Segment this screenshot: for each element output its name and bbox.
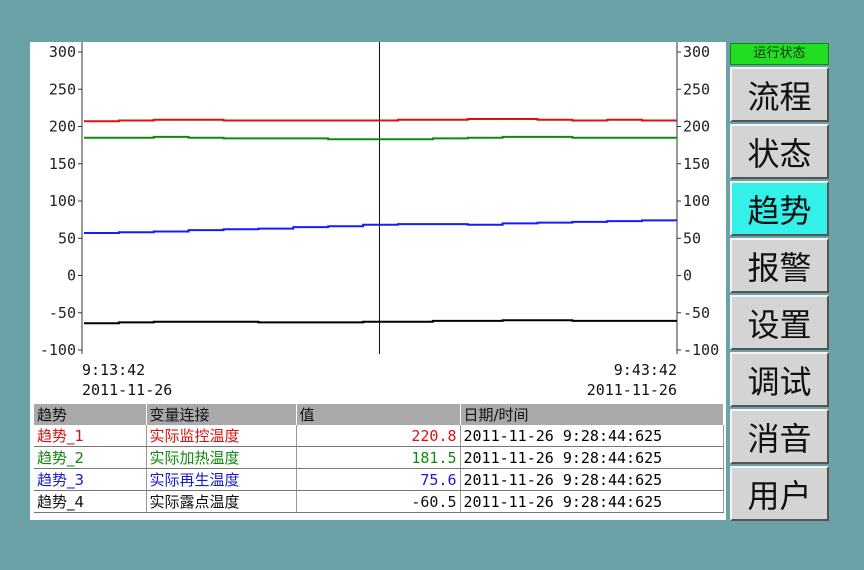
x-start-date: 2011-11-26 — [82, 381, 172, 399]
trend-name: 趋势_3 — [34, 468, 147, 491]
trend-value: 220.8 — [296, 425, 461, 447]
left-tick-label: 300 — [49, 43, 76, 61]
variable-name: 实际加热温度 — [146, 446, 297, 469]
trend-value: -60.5 — [296, 490, 461, 513]
x-start-time: 9:13:42 — [82, 361, 145, 379]
side-nav: 运行状态 流程 状态 趋势 报警 设置 调试 消音 用户 — [730, 43, 830, 523]
right-tick-label: -50 — [683, 304, 710, 322]
trend-datetime: 2011-11-26 9:28:44:625 — [460, 446, 724, 469]
trend-name: 趋势_4 — [34, 490, 147, 513]
nav-button-status[interactable]: 状态 — [730, 124, 829, 179]
header-variable: 变量连接 — [146, 404, 297, 425]
left-tick-label: 150 — [49, 155, 76, 173]
left-tick-label: -100 — [40, 341, 76, 359]
trend-value: 75.6 — [296, 468, 461, 491]
header-datetime: 日期/时间 — [460, 404, 724, 425]
nav-button-mute[interactable]: 消音 — [730, 409, 829, 464]
left-tick-label: -50 — [49, 304, 76, 322]
left-tick-label: 50 — [58, 229, 76, 247]
run-status-badge: 运行状态 — [730, 43, 829, 65]
legend-row[interactable]: 趋势_2 实际加热温度 181.5 2011-11-26 9:28:44:625 — [34, 446, 724, 469]
legend-header-row: 趋势 变量连接 值 日期/时间 — [34, 404, 724, 425]
trend-chart: 300 300 250 250 200 200 150 150 100 100 50 50 0 0 -50 -… — [40, 42, 719, 399]
right-tick-label: 150 — [683, 155, 710, 173]
trend-datetime: 2011-11-26 9:28:44:625 — [460, 468, 724, 491]
series-line-4 — [84, 319, 677, 325]
legend-row[interactable]: 趋势_4 实际露点温度 -60.5 2011-11-26 9:28:44:625 — [34, 490, 724, 513]
right-tick-label: 0 — [683, 267, 692, 285]
right-tick-label: -100 — [683, 341, 719, 359]
right-tick-label: 300 — [683, 43, 710, 61]
left-tick-label: 200 — [49, 118, 76, 136]
nav-button-flow[interactable]: 流程 — [730, 67, 829, 122]
variable-name: 实际露点温度 — [146, 490, 297, 513]
legend-row[interactable]: 趋势_3 实际再生温度 75.6 2011-11-26 9:28:44:625 — [34, 468, 724, 491]
series-line-3 — [84, 219, 677, 234]
trend-name: 趋势_2 — [34, 446, 147, 469]
right-tick-label: 100 — [683, 192, 710, 210]
series-line-1 — [84, 118, 677, 123]
left-tick-label: 250 — [49, 80, 76, 98]
trend-datetime: 2011-11-26 9:28:44:625 — [460, 425, 724, 447]
nav-button-user[interactable]: 用户 — [730, 466, 829, 521]
header-trend: 趋势 — [34, 404, 147, 425]
header-value: 值 — [296, 404, 461, 425]
variable-name: 实际再生温度 — [146, 468, 297, 491]
left-tick-label: 100 — [49, 192, 76, 210]
nav-button-trend[interactable]: 趋势 — [730, 181, 829, 236]
trend-legend-table: 趋势 变量连接 值 日期/时间 趋势_1 实际监控温度 220.8 2011-1… — [34, 404, 724, 513]
nav-button-settings[interactable]: 设置 — [730, 295, 829, 350]
nav-button-debug[interactable]: 调试 — [730, 352, 829, 407]
right-tick-label: 200 — [683, 118, 710, 136]
right-tick-label: 250 — [683, 80, 710, 98]
x-end-date: 2011-11-26 — [587, 381, 677, 399]
x-end-time: 9:43:42 — [614, 361, 677, 379]
trend-name: 趋势_1 — [34, 425, 147, 447]
nav-button-alarm[interactable]: 报警 — [730, 238, 829, 293]
left-tick-label: 0 — [67, 267, 76, 285]
trend-datetime: 2011-11-26 9:28:44:625 — [460, 490, 724, 513]
trend-value: 181.5 — [296, 446, 461, 469]
variable-name: 实际监控温度 — [146, 425, 297, 447]
legend-row[interactable]: 趋势_1 实际监控温度 220.8 2011-11-26 9:28:44:625 — [34, 425, 724, 447]
series-line-2 — [84, 135, 677, 141]
right-tick-label: 50 — [683, 229, 701, 247]
